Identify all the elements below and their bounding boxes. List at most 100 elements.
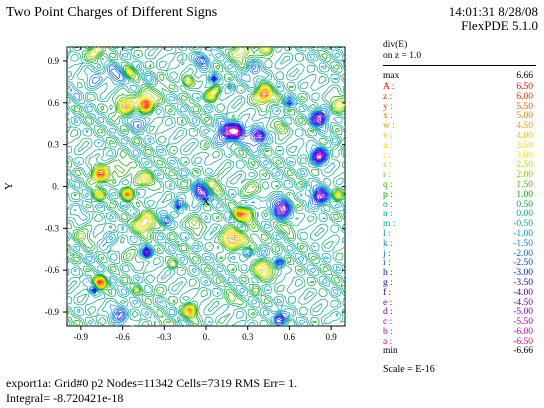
y-tick-label: -0.6 [45,265,60,275]
legend-level-value: -1.50 [513,238,533,249]
legend-level-row: p : 1.00 [383,190,533,201]
y-tick-label: 0.9 [48,56,60,66]
legend-level-label: l : [383,229,391,239]
legend-level-row: r : 2.00 [383,170,533,181]
legend-level-label: f : [383,287,392,298]
legend-level-row: b : -6.00 [383,327,533,338]
legend-level-value: 4.50 [516,121,533,132]
timestamp-block: 14:01:31 8/28/08 FlexPDE 5.1.0 [449,5,538,33]
legend-level-value: -4.50 [513,297,533,308]
contour-level-line [66,46,346,327]
footer-grid-info: export1a: Grid#0 p2 Nodes=11342 Cells=73… [6,376,298,390]
contour-level-line [94,70,340,316]
contour-level-line [145,117,323,255]
contour-level-line [89,46,344,318]
contour-lines [66,46,346,327]
legend-level-row: h : -3.00 [383,268,533,279]
legend-level-label: o : [383,199,393,210]
contour-level-line [227,127,240,136]
contour-level-line [77,46,346,318]
legend-level-label: e : [383,297,393,308]
contour-level-line [98,102,148,284]
legend-min-label: min [383,346,398,356]
y-tick-label: 0.3 [48,140,60,150]
x-tick-label: -0.9 [74,332,89,342]
software-version: FlexPDE 5.1.0 [461,18,538,33]
legend-level-row: A : 6.50 [383,82,533,93]
legend-level-row: t : 3.00 [383,151,533,162]
legend-max-row: max 6.66 [383,71,533,82]
legend-level-label: h : [383,268,393,279]
legend-divider [383,65,536,66]
legend-level-value: -1.00 [513,229,533,239]
legend-level-row: i : -2.50 [383,258,533,269]
legend-min-row: min -6.66 [383,346,533,357]
contour-level-line [91,56,329,325]
legend-min-value: -6.66 [513,346,533,356]
legend-level-value: -3.50 [513,278,533,288]
legend-level-row: u : 3.50 [383,141,533,152]
y-tick-label: -0.3 [45,223,60,233]
legend-level-label: v : [383,131,393,141]
legend-level-label: s : [383,160,392,171]
legend-level-label: n : [383,209,393,220]
legend-level-label: t : [383,150,391,161]
legend-scale: Scale = E-16 [383,364,435,375]
legend-level-label: i : [383,258,391,269]
legend-level-label: j : [383,248,391,259]
contour-level-line [96,88,269,315]
contour-level-line [66,46,346,327]
legend-level-row: w : 4.50 [383,121,533,132]
legend-level-label: b : [383,327,393,337]
x-tick-label: 0.6 [284,332,296,342]
legend-level-value: 2.50 [516,160,533,171]
legend-level-value: 0.00 [516,209,533,220]
x-axis-label: X [202,196,210,208]
legend-level-value: -4.00 [513,287,533,298]
legend-level-value: 1.50 [516,180,533,190]
x-tick-label: 0.3 [242,332,254,342]
contour-level-line [93,46,342,317]
legend-level-value: 1.00 [516,189,533,200]
contour-level-line [66,46,346,327]
legend-level-value: 6.50 [516,82,533,92]
contour-level-line [96,89,268,313]
legend-level-row: y : 5.50 [383,102,533,113]
contour-level-line [75,46,346,324]
legend-level-row: q : 1.50 [383,180,533,191]
legend-level-value: -2.50 [513,258,533,269]
legend-max-label: max [383,71,400,81]
contour-level-line [66,54,330,327]
legend-level-label: p : [383,189,393,200]
legend-level-label: z : [383,91,393,102]
legend-level-value: -5.00 [513,307,533,318]
legend-level-value: 5.00 [516,111,533,122]
y-tick-label: -0.9 [45,307,60,317]
plot-title: Two Point Charges of Different Signs [6,5,218,20]
legend-level-row: k : -1.50 [383,239,533,250]
legend-level-value: -0.50 [513,219,533,230]
legend-surface: on z = 1.0 [383,51,422,61]
y-axis-label: Y [3,182,15,190]
legend-level-value: 6.00 [516,91,533,102]
legend-level-value: 2.00 [516,170,533,181]
contour-level-line [226,127,322,157]
legend-level-label: w : [383,121,395,132]
contour-level-line [93,77,327,322]
legend-level-value: 0.50 [516,199,533,210]
legend-level-row: g : -3.50 [383,278,533,289]
legend-level-row: s : 2.50 [383,160,533,171]
legend-level-row: a : -6.50 [383,337,533,348]
legend-level-row: f : -4.00 [383,288,533,299]
legend-level-value: 3.50 [516,140,533,151]
x-tick-label: -0.3 [157,332,172,342]
legend-level-label: r : [383,170,392,181]
legend-level-label: c : [383,317,393,328]
contour-level-line [92,57,328,324]
legend-level-row: n : 0.00 [383,209,533,220]
legend-level-row: l : -1.00 [383,229,533,240]
legend-level-label: y : [383,101,393,112]
legend-level-row: o : 0.50 [383,200,533,211]
x-tick-label: -0.6 [115,332,130,342]
